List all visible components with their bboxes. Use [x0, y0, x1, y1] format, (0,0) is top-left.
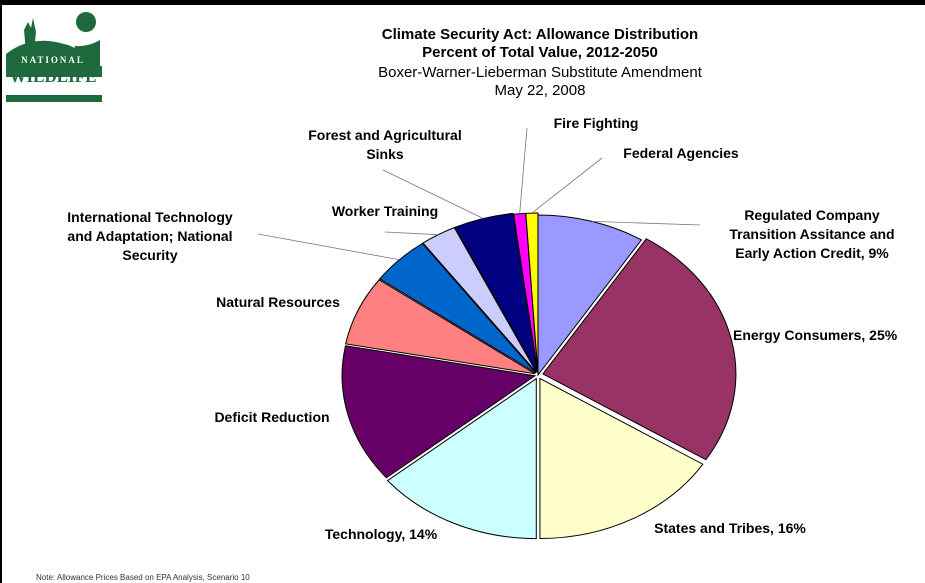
leader-line-fire	[519, 127, 528, 214]
nwf-logo	[4, 10, 102, 102]
leader-line-worker	[384, 231, 439, 236]
slice-label-worker: Worker Training	[332, 203, 438, 219]
slice-label-international: International Technology and Adaptation; …	[67, 209, 233, 263]
pie-slice-energy	[542, 238, 737, 461]
chart-subtitle: Boxer-Warner-Lieberman Substitute Amendm…	[378, 64, 702, 81]
top-border	[0, 0, 925, 5]
leader-line-regulated	[591, 220, 701, 226]
chart-title: Climate Security Act: Allowance Distribu…	[381, 26, 699, 43]
slice-label-technology: Technology, 14%	[325, 526, 438, 542]
pie-slice-natural	[345, 279, 536, 375]
chart-title-line2: Percent of Total Value, 2012-2050	[422, 44, 658, 61]
leader-line-forest	[382, 169, 484, 219]
pie-slice-states	[539, 377, 704, 540]
pie-slice-forest	[454, 212, 538, 373]
leader-line-international	[257, 233, 400, 261]
slice-label-natural: Natural Resources	[216, 294, 340, 310]
slice-label-forest: Forest and Agricultural Sinks	[308, 127, 462, 162]
logo-text-wildlife: WILDLIFE	[9, 67, 97, 86]
leader-line-federal	[531, 157, 603, 214]
slice-label-energy: Energy Consumers, 25%	[733, 327, 898, 343]
logo-text-national: NATIONAL	[21, 55, 85, 65]
pie-slice-deficit	[341, 345, 537, 479]
slice-label-fire: Fire Fighting	[554, 115, 639, 131]
logo-text-federation: FEDERATION.	[20, 86, 86, 95]
pie-slice-technology	[386, 377, 537, 540]
slice-label-regulated: Regulated Company Transition Assitance an…	[729, 207, 894, 261]
slice-label-states: States and Tribes, 16%	[654, 520, 806, 536]
footnote: Note: Allowance Prices Based on EPA Anal…	[36, 573, 250, 582]
chart-date: May 22, 2008	[494, 82, 586, 99]
slice-label-federal: Federal Agencies	[623, 145, 739, 161]
slice-label-deficit: Deficit Reduction	[214, 409, 329, 425]
